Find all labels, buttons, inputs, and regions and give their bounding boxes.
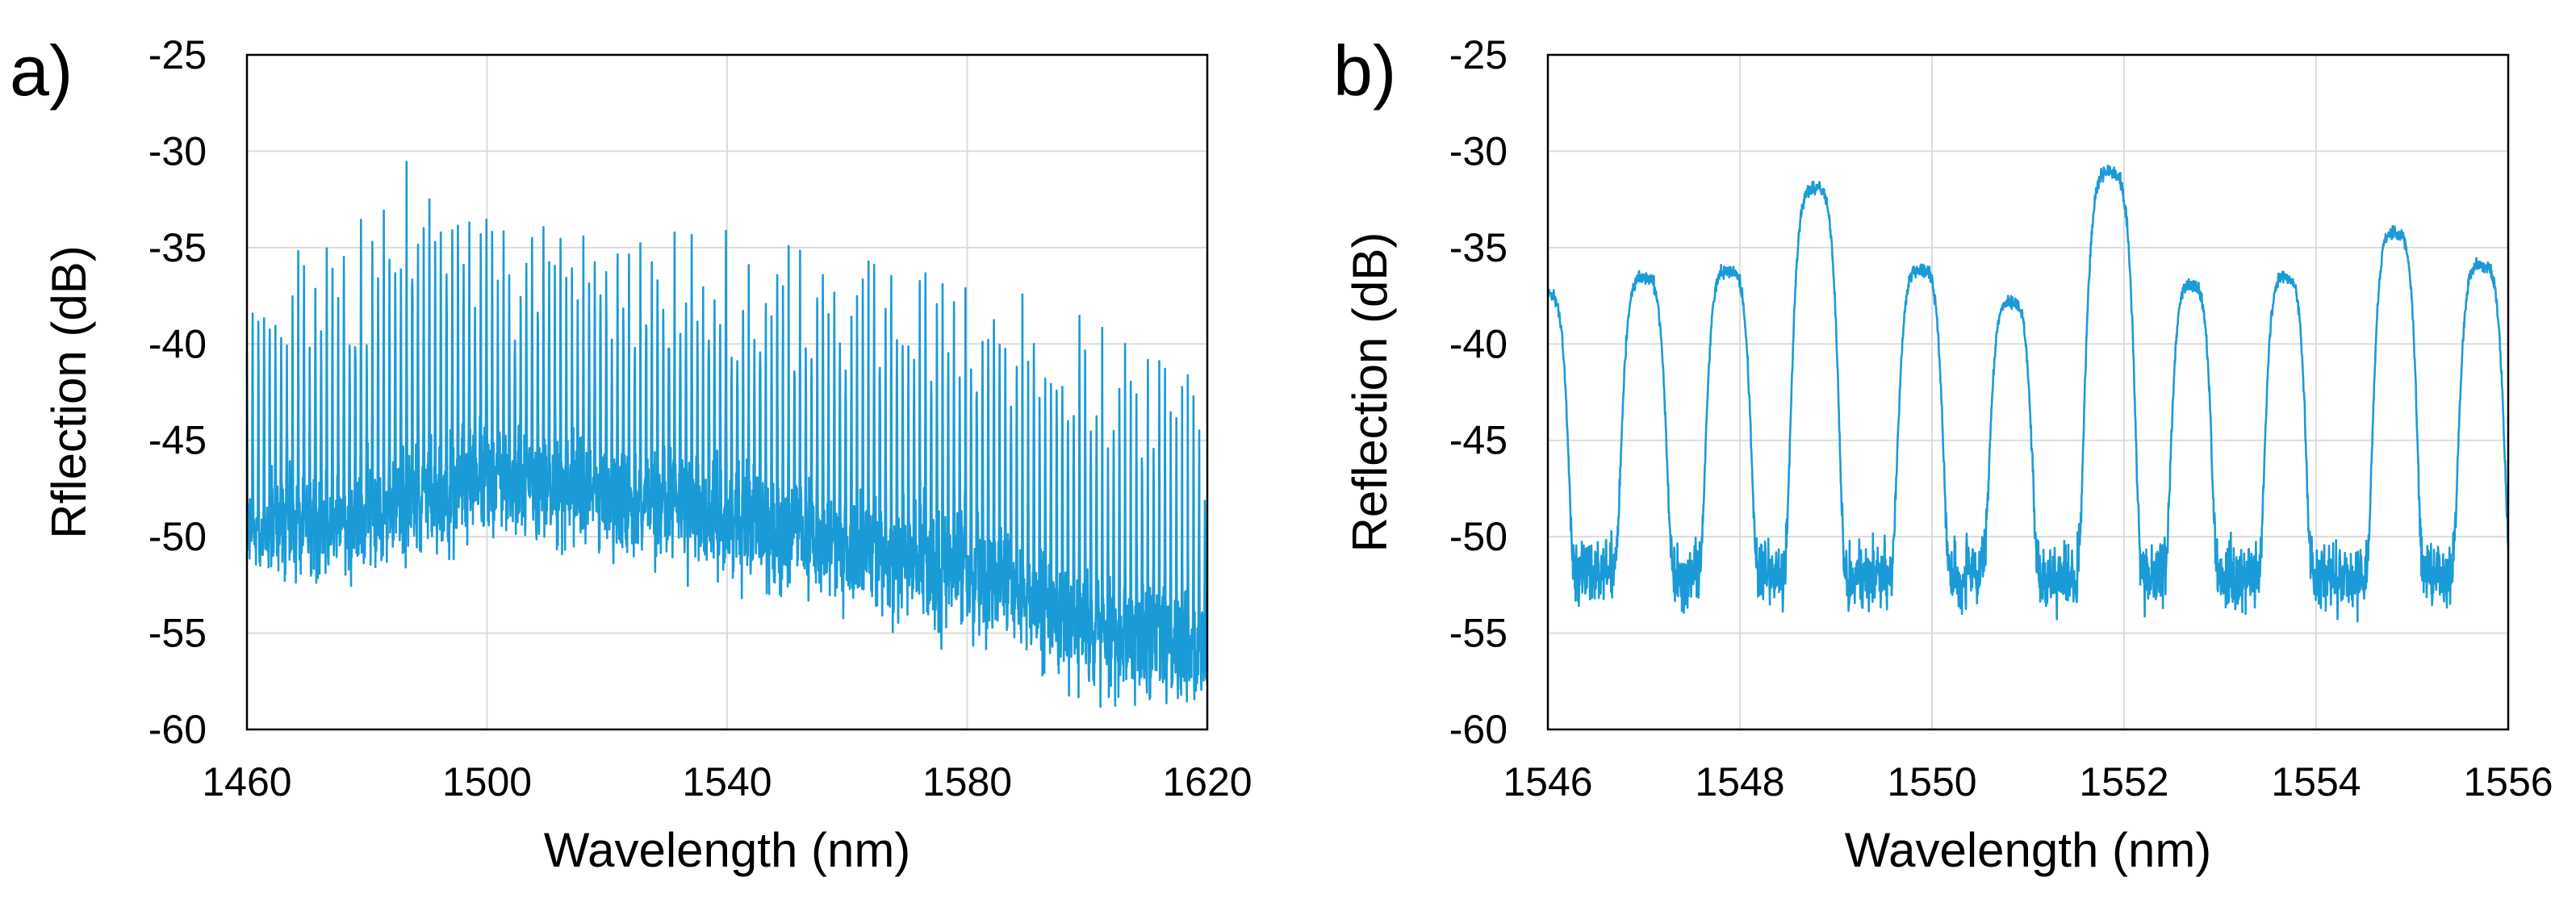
panel-b-reflection-trace xyxy=(1546,164,2510,623)
panel-b-y-tick-label: -25 xyxy=(1449,32,1508,77)
panel-b-x-tick-label: 1550 xyxy=(1887,759,1976,804)
panel-b-x-tick-label: 1554 xyxy=(2271,759,2361,804)
panel-a-letter: a) xyxy=(10,31,73,111)
panel-a-y-tick-label: -30 xyxy=(148,128,207,173)
panel-a-y-axis-title: Rflection (dB) xyxy=(42,245,96,538)
panel-a-y-tick-label: -50 xyxy=(148,514,207,559)
panel-b-y-tick-label: -45 xyxy=(1449,418,1508,463)
panel-b-y-tick-label: -30 xyxy=(1449,128,1508,173)
panel-b-x-tick-labels: 1546 1548 1550 1552 1554 1556 xyxy=(1503,759,2553,804)
panel-a-x-tick-label: 1620 xyxy=(1162,759,1252,804)
panel-a-y-tick-label: -40 xyxy=(148,321,207,366)
panel-a-y-tick-label: -45 xyxy=(148,418,207,463)
panel-b-y-tick-label: -55 xyxy=(1449,611,1508,656)
panel-a-y-tick-label: -55 xyxy=(148,611,207,656)
panel-b-x-axis-title: Wavelength (nm) xyxy=(1845,823,2212,877)
panel-b-y-tick-label: -50 xyxy=(1449,514,1508,559)
panel-a-reflection-trace xyxy=(245,161,1209,708)
panel-b-trace-group xyxy=(1546,164,2510,623)
panel-b-x-tick-label: 1548 xyxy=(1695,759,1784,804)
panel-a-trace-group xyxy=(245,161,1209,708)
panel-b-chart: b) -25 -30 -35 -40 -45 -50 -55 -60 1546 1548 1550… xyxy=(1333,31,2553,877)
panel-b-y-axis-title: Reflection (dB) xyxy=(1343,232,1397,553)
panel-b-x-tick-label: 1556 xyxy=(2463,759,2553,804)
panel-b-y-tick-label: -60 xyxy=(1449,707,1508,752)
panel-a-chart: a) -25 -30 -35 -40 -45 -50 -55 -60 1460 1500 1540… xyxy=(10,31,1252,877)
panel-a-x-tick-label: 1580 xyxy=(922,759,1012,804)
panel-b-letter: b) xyxy=(1333,31,1396,111)
panel-a-x-tick-label: 1540 xyxy=(682,759,772,804)
panel-b-gridlines xyxy=(1547,54,2509,730)
panel-a-x-tick-label: 1500 xyxy=(442,759,532,804)
panel-b-y-tick-label: -40 xyxy=(1449,321,1508,366)
panel-a-y-tick-label: -60 xyxy=(148,707,207,752)
panel-b-y-tick-label: -35 xyxy=(1449,225,1508,270)
panel-a-plot-frame xyxy=(245,53,1209,731)
panel-b-x-tick-label: 1552 xyxy=(2079,759,2168,804)
panel-b-plot-frame xyxy=(1546,53,2510,731)
panel-a-y-tick-label: -35 xyxy=(148,225,207,270)
panel-a-x-tick-label: 1460 xyxy=(202,759,291,804)
panel-a-x-tick-labels: 1460 1500 1540 1580 1620 xyxy=(202,759,1252,804)
panel-a-x-axis-title: Wavelength (nm) xyxy=(544,823,911,877)
panel-b-x-tick-label: 1546 xyxy=(1503,759,1592,804)
panel-a-y-tick-label: -25 xyxy=(148,32,207,77)
panel-a-y-tick-labels: -25 -30 -35 -40 -45 -50 -55 -60 xyxy=(148,32,207,752)
panel-b-y-tick-labels: -25 -30 -35 -40 -45 -50 -55 -60 xyxy=(1449,32,1508,752)
